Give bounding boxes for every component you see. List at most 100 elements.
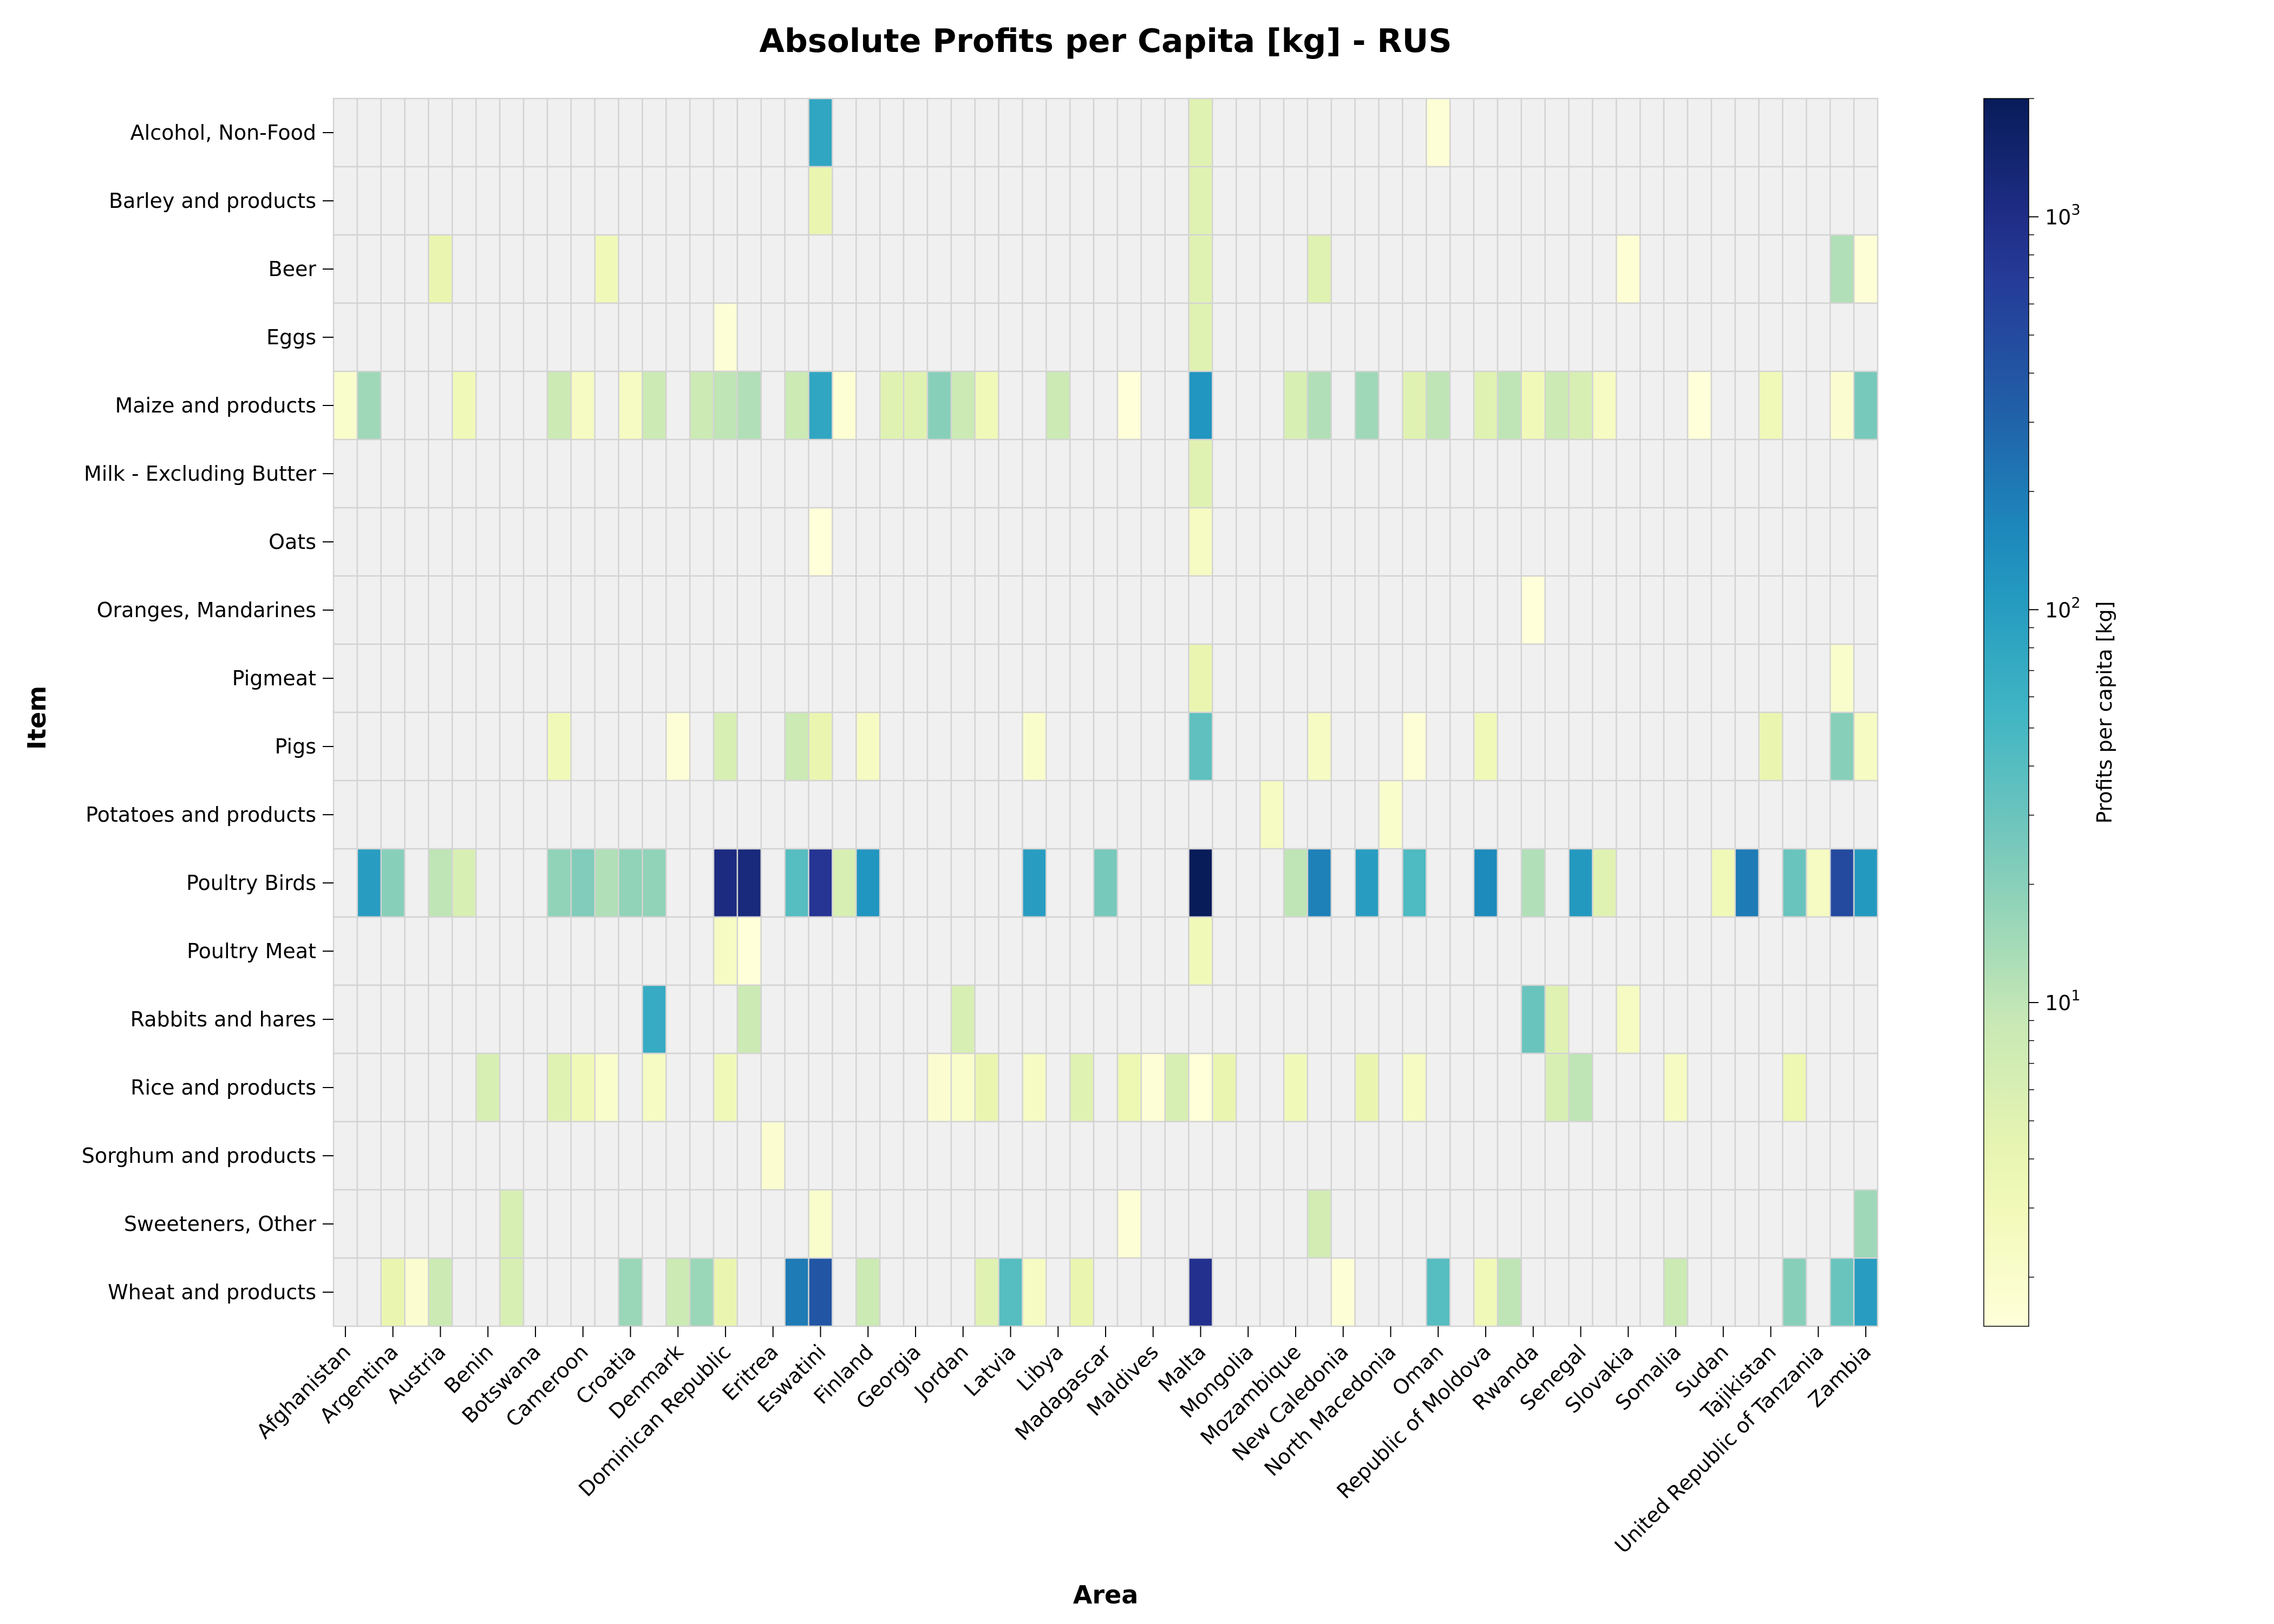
heatmap-cell-empty xyxy=(1259,575,1285,645)
heatmap-cell-empty xyxy=(1687,1257,1713,1327)
heatmap-cell xyxy=(974,1052,999,1123)
heatmap-cell-empty xyxy=(1758,1257,1783,1327)
heatmap-cell-empty xyxy=(1426,507,1451,577)
heatmap-cell-empty xyxy=(1592,643,1617,713)
heatmap-cell-empty xyxy=(594,1257,619,1327)
y-tick-label: Alcohol, Non-Food xyxy=(130,121,316,145)
heatmap-cell-empty xyxy=(618,916,643,986)
heatmap-cell-empty xyxy=(1520,1189,1546,1259)
heatmap-cell-empty xyxy=(452,643,477,713)
heatmap-cell-empty xyxy=(1069,711,1095,782)
heatmap-cell xyxy=(1188,166,1213,236)
heatmap-cell-empty xyxy=(832,984,857,1055)
heatmap-cell-empty xyxy=(1402,166,1427,236)
heatmap-cell-empty xyxy=(832,166,857,236)
heatmap-cell xyxy=(1782,848,1807,918)
heatmap-cell-empty xyxy=(998,1189,1023,1259)
heatmap-cell-empty xyxy=(1829,1052,1855,1123)
heatmap-cell xyxy=(713,916,739,986)
heatmap-cell xyxy=(808,370,833,441)
heatmap-cell-empty xyxy=(855,370,881,441)
heatmap-cell-empty xyxy=(1544,507,1570,577)
heatmap-cell-empty xyxy=(1259,438,1285,509)
heatmap-cell-empty xyxy=(1449,166,1475,236)
heatmap-cell-empty xyxy=(760,1052,786,1123)
heatmap-cell-empty xyxy=(1236,1189,1261,1259)
heatmap-cell-empty xyxy=(452,1189,477,1259)
y-tick-label: Poultry Meat xyxy=(187,939,316,963)
heatmap-cell xyxy=(808,507,833,577)
heatmap-cell-empty xyxy=(570,302,596,372)
heatmap-cell-empty xyxy=(1140,166,1166,236)
heatmap-cell-empty xyxy=(1259,1189,1285,1259)
heatmap-cell-empty xyxy=(1639,166,1665,236)
heatmap-cell-empty xyxy=(452,1121,477,1191)
heatmap-cell-empty xyxy=(618,643,643,713)
heatmap-cell-empty xyxy=(1164,643,1190,713)
heatmap-cell-empty xyxy=(832,1052,857,1123)
heatmap-cell-empty xyxy=(499,780,525,850)
heatmap-cell-empty xyxy=(784,916,809,986)
heatmap-cell xyxy=(546,370,572,441)
heatmap-cell xyxy=(665,1257,691,1327)
heatmap-cell-empty xyxy=(1782,984,1807,1055)
heatmap-cell xyxy=(665,711,691,782)
heatmap-cell-empty xyxy=(1354,780,1380,850)
y-tick-label: Poultry Birds xyxy=(186,871,316,895)
heatmap-cell-empty xyxy=(1687,916,1713,986)
heatmap-cell-empty xyxy=(1069,234,1095,304)
heatmap-cell-empty xyxy=(522,166,548,236)
heatmap-cell-empty xyxy=(736,438,762,509)
y-tick-label: Wheat and products xyxy=(108,1280,316,1304)
heatmap-cell-empty xyxy=(332,848,358,918)
heatmap-cell-empty xyxy=(1236,575,1261,645)
heatmap-cell-empty xyxy=(546,302,572,372)
heatmap-cell-empty xyxy=(784,1121,809,1191)
heatmap-cell-empty xyxy=(760,711,786,782)
heatmap-cell-empty xyxy=(1497,302,1522,372)
heatmap-cell-empty xyxy=(1853,438,1879,509)
heatmap-cell-empty xyxy=(1330,575,1356,645)
heatmap-cell-empty xyxy=(428,1121,453,1191)
heatmap-cell-empty xyxy=(642,1189,667,1259)
heatmap-cell-empty xyxy=(522,575,548,645)
heatmap-cell-empty xyxy=(499,234,525,304)
heatmap-cell-empty xyxy=(1283,711,1309,782)
heatmap-cell-empty xyxy=(1259,234,1285,304)
heatmap-cell-empty xyxy=(1568,780,1593,850)
heatmap-cell-empty xyxy=(713,643,739,713)
heatmap-cell-empty xyxy=(1045,916,1071,986)
heatmap-cell-empty xyxy=(499,302,525,372)
heatmap-cell xyxy=(1853,234,1879,304)
heatmap-cell-empty xyxy=(546,234,572,304)
heatmap-cell xyxy=(926,1052,952,1123)
heatmap-cell-empty xyxy=(1093,166,1119,236)
heatmap-cell-empty xyxy=(332,780,358,850)
heatmap-cell-empty xyxy=(713,438,739,509)
heatmap-cell xyxy=(570,848,596,918)
heatmap-cell-empty xyxy=(380,302,406,372)
heatmap-cell-empty xyxy=(452,984,477,1055)
heatmap-cell-empty xyxy=(618,234,643,304)
y-tick-label: Maize and products xyxy=(115,394,316,417)
heatmap-cell-empty xyxy=(1544,1189,1570,1259)
heatmap-cell-empty xyxy=(1806,507,1831,577)
heatmap-cell xyxy=(736,984,762,1055)
heatmap-cell xyxy=(1592,848,1617,918)
heatmap-cell-empty xyxy=(1283,1257,1309,1327)
heatmap-cell-empty xyxy=(998,643,1023,713)
heatmap-cell-empty xyxy=(713,166,739,236)
heatmap-cell-empty xyxy=(1758,302,1783,372)
heatmap-cell-empty xyxy=(1782,302,1807,372)
heatmap-cell-empty xyxy=(784,984,809,1055)
heatmap-cell-empty xyxy=(1330,1052,1356,1123)
heatmap-cell-empty xyxy=(1045,234,1071,304)
heatmap-cell-empty xyxy=(1497,1121,1522,1191)
heatmap-cell-empty xyxy=(594,1189,619,1259)
heatmap-cell-empty xyxy=(1330,166,1356,236)
colorbar-gradient xyxy=(1983,98,2029,1327)
heatmap-cell-empty xyxy=(642,1257,667,1327)
heatmap-cell xyxy=(404,1257,429,1327)
heatmap-cell-empty xyxy=(1473,166,1499,236)
heatmap-cell-empty xyxy=(1568,234,1593,304)
